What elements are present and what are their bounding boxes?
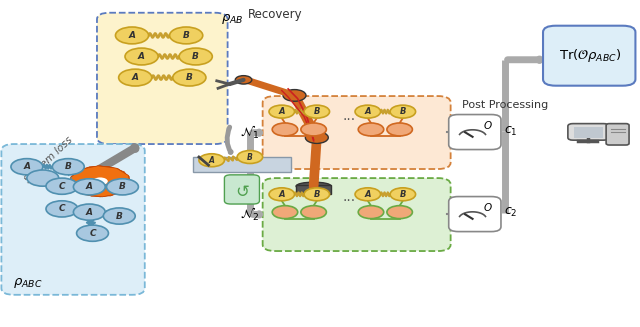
FancyBboxPatch shape (262, 96, 451, 169)
Text: ···: ··· (342, 113, 355, 127)
FancyBboxPatch shape (1, 144, 145, 295)
Text: B: B (186, 73, 193, 82)
Circle shape (11, 159, 43, 175)
Circle shape (103, 208, 135, 224)
Text: B: B (314, 107, 320, 116)
Circle shape (52, 159, 84, 175)
Circle shape (115, 27, 148, 44)
Text: B: B (399, 190, 406, 199)
Circle shape (269, 188, 294, 201)
Circle shape (272, 206, 298, 219)
Circle shape (106, 179, 138, 195)
Text: $\rho_{AB}$: $\rho_{AB}$ (221, 12, 244, 26)
Text: A: A (278, 107, 285, 116)
Text: A: A (132, 73, 139, 82)
Circle shape (305, 132, 328, 144)
Circle shape (77, 225, 108, 241)
FancyBboxPatch shape (225, 175, 259, 204)
Text: $\rho_{ABC}$: $\rho_{ABC}$ (13, 276, 42, 290)
Circle shape (387, 123, 412, 136)
Circle shape (46, 178, 78, 194)
Circle shape (125, 48, 158, 65)
Text: B: B (65, 162, 72, 171)
Text: A: A (365, 107, 371, 116)
Circle shape (173, 69, 206, 86)
Text: A: A (129, 31, 136, 40)
Circle shape (301, 206, 326, 219)
Circle shape (236, 76, 252, 84)
Circle shape (358, 123, 384, 136)
Text: $\mathcal{N}_1$: $\mathcal{N}_1$ (239, 124, 259, 141)
Text: C: C (59, 204, 65, 214)
FancyBboxPatch shape (296, 185, 332, 194)
Text: C: C (89, 229, 96, 238)
Text: B: B (399, 107, 406, 116)
Circle shape (269, 105, 294, 118)
FancyBboxPatch shape (97, 13, 228, 144)
Circle shape (283, 90, 306, 101)
Text: $O$: $O$ (483, 201, 493, 213)
Circle shape (199, 154, 225, 167)
Text: A: A (24, 162, 30, 171)
Text: B: B (192, 52, 199, 61)
Circle shape (355, 188, 381, 201)
Text: B: B (247, 152, 253, 162)
Text: $\mathrm{Tr}(\mathcal{O}\rho_{ABC})$: $\mathrm{Tr}(\mathcal{O}\rho_{ABC})$ (559, 47, 621, 64)
FancyBboxPatch shape (262, 178, 451, 251)
Ellipse shape (296, 182, 331, 190)
Circle shape (390, 105, 415, 118)
Circle shape (46, 201, 78, 217)
Circle shape (93, 178, 108, 185)
Text: B: B (314, 190, 320, 199)
Circle shape (387, 206, 412, 219)
Circle shape (304, 105, 330, 118)
Circle shape (301, 123, 326, 136)
Text: $c_2$: $c_2$ (504, 206, 518, 219)
Text: C: C (59, 182, 65, 191)
Text: A: A (86, 182, 93, 191)
Circle shape (74, 204, 105, 220)
Circle shape (118, 69, 152, 86)
Text: $O$: $O$ (483, 119, 493, 131)
FancyBboxPatch shape (606, 124, 629, 145)
Circle shape (74, 179, 105, 195)
Circle shape (390, 188, 415, 201)
Text: $c_1$: $c_1$ (504, 125, 518, 138)
Circle shape (355, 105, 381, 118)
Text: A: A (86, 208, 93, 216)
FancyBboxPatch shape (573, 127, 603, 138)
Text: ↺: ↺ (236, 183, 249, 201)
FancyBboxPatch shape (449, 114, 501, 149)
Text: A: A (138, 52, 145, 61)
Circle shape (27, 170, 59, 186)
Text: B: B (183, 31, 189, 40)
Text: B: B (119, 182, 126, 191)
Text: B: B (116, 212, 123, 220)
Text: A: A (365, 190, 371, 199)
Text: Recovery: Recovery (248, 8, 303, 21)
Circle shape (170, 27, 203, 44)
FancyBboxPatch shape (568, 124, 609, 140)
Circle shape (179, 48, 212, 65)
Text: $\mathcal{N}_2$: $\mathcal{N}_2$ (240, 206, 259, 223)
Circle shape (237, 150, 262, 164)
FancyBboxPatch shape (449, 197, 501, 232)
FancyBboxPatch shape (193, 157, 291, 172)
Circle shape (304, 188, 330, 201)
FancyBboxPatch shape (543, 26, 636, 86)
Text: Post Processing: Post Processing (461, 100, 548, 110)
Circle shape (272, 123, 298, 136)
Text: A: A (209, 156, 214, 165)
Text: System loss: System loss (24, 135, 75, 185)
Text: ···: ··· (342, 194, 355, 208)
Text: A: A (278, 190, 285, 199)
Circle shape (358, 206, 384, 219)
